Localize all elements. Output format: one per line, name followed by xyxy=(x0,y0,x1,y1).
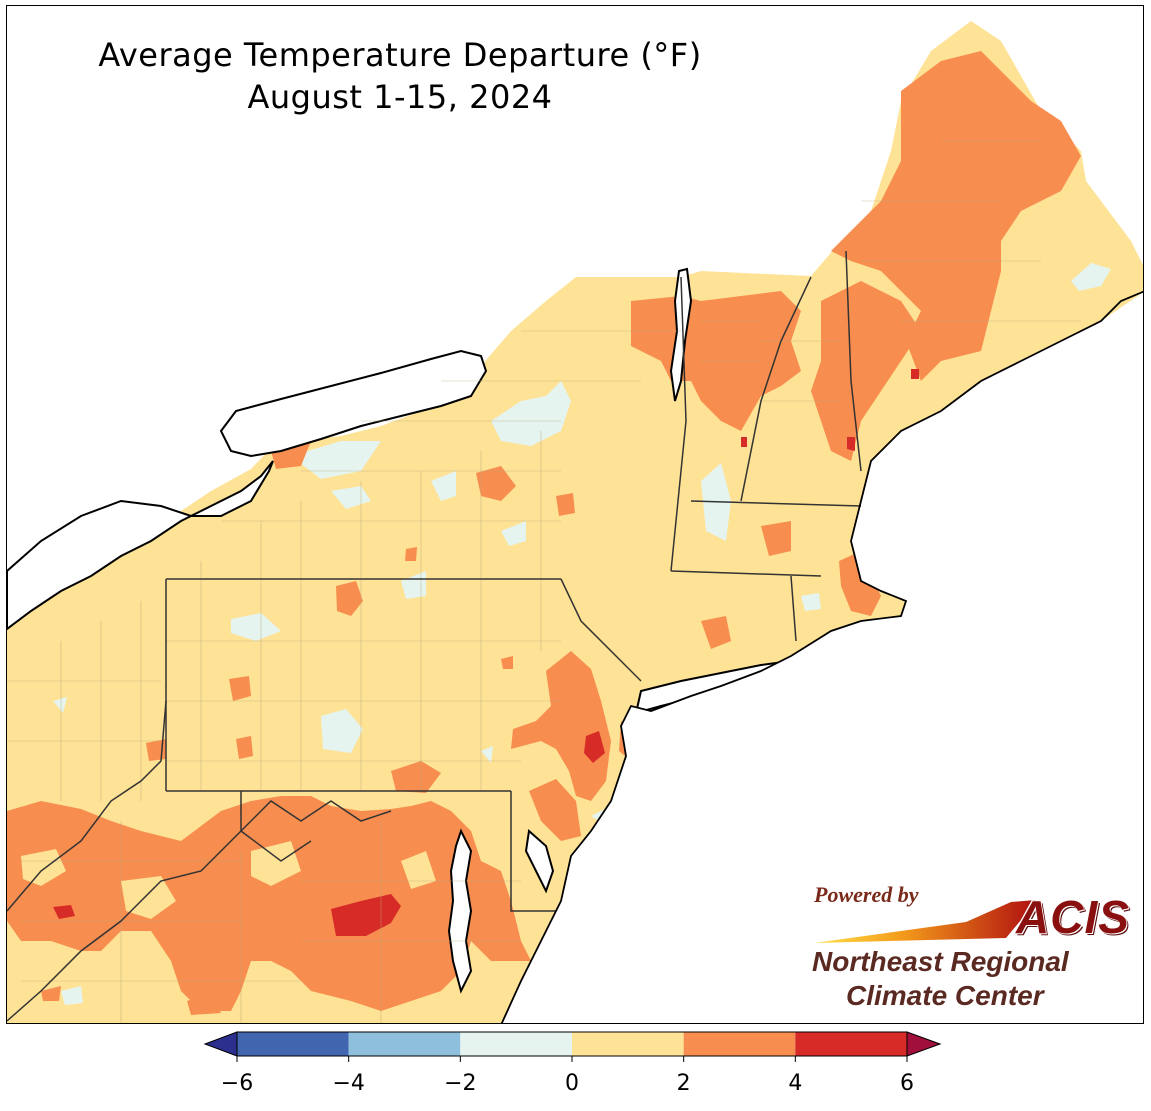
colorbar-bins xyxy=(236,1031,908,1057)
ma-north-border xyxy=(690,500,862,507)
lake-erie xyxy=(7,460,274,631)
colorbar-tick-label: 0 xyxy=(565,1071,579,1096)
colorbar-tick-label: 2 xyxy=(677,1071,691,1096)
colorbar-tick-label: −4 xyxy=(332,1071,364,1096)
ny-vt-border xyxy=(670,276,687,572)
delaware-bay xyxy=(524,829,555,894)
colorbar-legend: −6 −4 −2 0 2 4 6 xyxy=(203,1031,942,1096)
wv-va-border xyxy=(7,830,312,1022)
county-borders xyxy=(7,140,1081,1023)
colorbar-tick-label: −2 xyxy=(444,1071,476,1096)
colorbar-bin xyxy=(572,1032,684,1056)
colorbar-under-arrow xyxy=(203,1031,238,1057)
nrcc-acis-logo: Powered by ACIS Northeast Regional Clima… xyxy=(806,880,1129,1011)
org-name-line1: Northeast Regional xyxy=(812,946,1069,977)
powered-by-text: Powered by xyxy=(814,882,919,907)
state-borders xyxy=(7,250,862,1022)
nh-me-border xyxy=(845,250,862,472)
map-frame xyxy=(6,5,1144,1024)
oh-wv-border xyxy=(7,700,167,912)
colorbar-bin xyxy=(460,1032,572,1056)
colorbar-over-arrow xyxy=(906,1031,942,1057)
map-title: Average Temperature Departure (°F) xyxy=(98,36,702,74)
colorbar-bin xyxy=(237,1032,349,1056)
org-name-line2: Climate Center xyxy=(846,980,1044,1011)
ma-ct-border xyxy=(670,570,822,577)
land-region xyxy=(7,21,1143,1023)
ny-nj-border xyxy=(560,578,642,682)
acis-swoosh-icon xyxy=(814,900,1036,943)
colorbar-ticks: −6 −4 −2 0 2 4 6 xyxy=(221,1056,914,1096)
warm-anomaly-areas xyxy=(7,51,1081,1015)
colorbar-bin xyxy=(795,1032,907,1056)
lake-ontario xyxy=(219,349,488,458)
colorbar-bin xyxy=(683,1032,796,1056)
vt-nh-border xyxy=(740,276,812,502)
colorbar-bin xyxy=(348,1032,461,1056)
coastline xyxy=(500,290,1143,1023)
md-de-border xyxy=(510,791,556,912)
atlantic-ocean xyxy=(501,292,1143,1023)
lake-champlain xyxy=(669,267,693,402)
acis-brand: ACIS xyxy=(1016,891,1130,943)
ct-ri-border xyxy=(790,575,797,642)
colorbar-tick-label: −6 xyxy=(221,1071,253,1096)
hot-anomaly-areas xyxy=(53,369,919,936)
map-subtitle-date: August 1-15, 2024 xyxy=(247,78,553,116)
colorbar-tick-label: 4 xyxy=(788,1071,802,1096)
colorbar-tick-label: 6 xyxy=(900,1071,914,1096)
temperature-departure-map xyxy=(7,21,1143,1023)
